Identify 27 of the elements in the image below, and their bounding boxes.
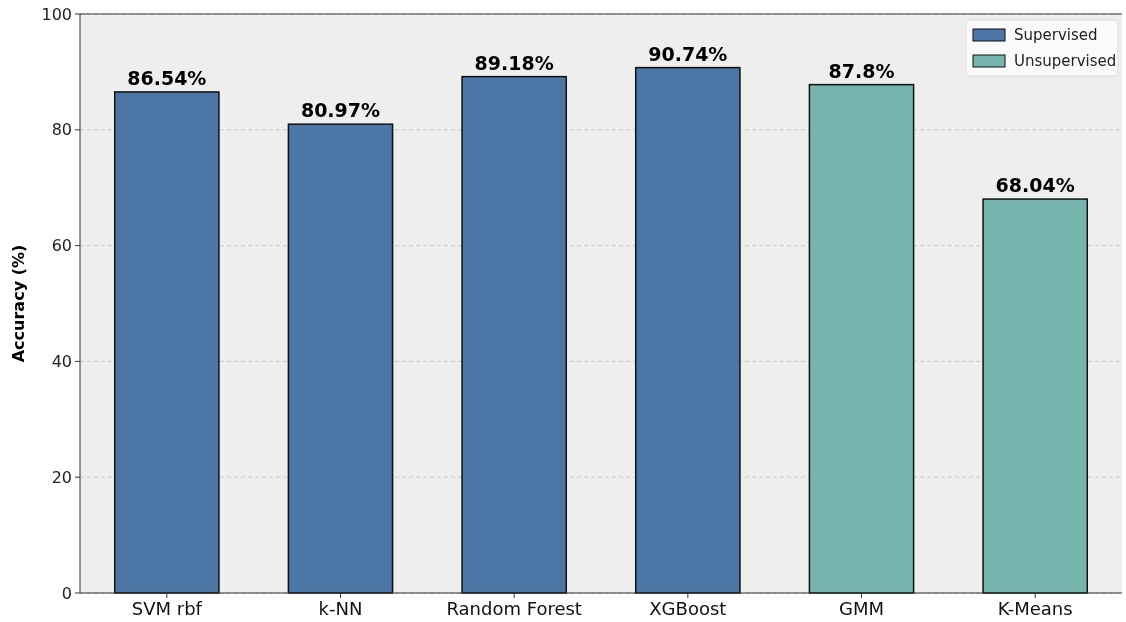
legend-label: Supervised [1014,26,1098,45]
bar [461,75,568,594]
x-tick-label: Random Forest [446,598,582,619]
y-tick-label: 60 [51,236,72,256]
bar [808,83,915,594]
bar [982,198,1089,594]
bar [634,66,741,594]
y-tick-label: 80 [51,120,72,140]
data-label: 68.04% [995,174,1075,197]
x-tick-label: SVM rbf [131,598,203,619]
x-tick-label: k-NN [318,598,363,619]
y-tick-label: 40 [51,352,72,371]
bar [113,91,220,594]
data-label: 87.8% [828,59,895,82]
y-axis-title: Accuracy (%) [9,244,28,363]
y-tick-label: 0 [61,583,72,603]
y-tick-label: 100 [41,4,72,24]
data-label: 89.18% [474,51,554,74]
x-tick-label: XGBoost [649,598,727,619]
x-tick-label: GMM [838,598,885,619]
data-label: 90.74% [648,42,728,65]
x-tick-label: K-Means [997,598,1073,619]
y-tick-label: 20 [51,467,72,487]
data-label: 80.97% [300,99,381,122]
data-label: 86.54% [127,66,207,89]
bar [287,123,394,594]
legend-label: Unsupervised [1014,52,1117,71]
